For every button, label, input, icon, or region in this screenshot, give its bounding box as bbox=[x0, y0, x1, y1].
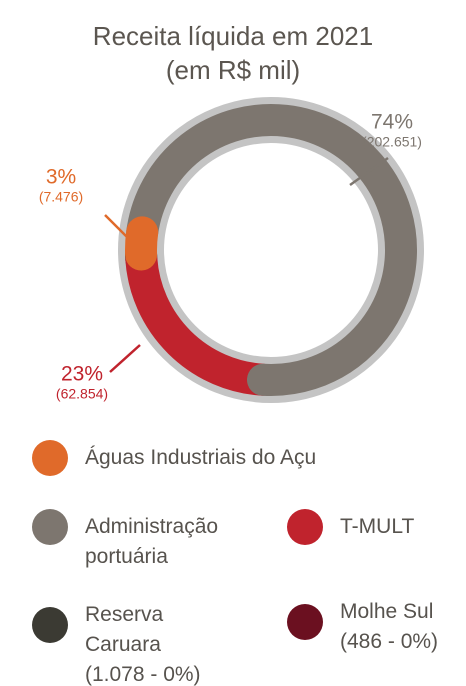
share-label: 74% bbox=[371, 111, 413, 134]
legend-swatch bbox=[287, 604, 323, 640]
value-label: (7.476) bbox=[39, 189, 83, 205]
donut-slice bbox=[125, 243, 279, 396]
leader-line bbox=[349, 156, 389, 187]
legend-label: Águas Industriais do Açu bbox=[85, 443, 465, 473]
legend-name: Reserva Caruara bbox=[85, 603, 164, 656]
legend-label: T-MULT bbox=[340, 512, 466, 542]
donut-slice bbox=[126, 104, 417, 396]
value-label: (202.651) bbox=[362, 134, 422, 150]
legend-label: Administração portuária bbox=[85, 512, 260, 572]
share-label: 3% bbox=[46, 166, 76, 189]
legend-label: Molhe Sul (486 - 0%) bbox=[340, 597, 466, 657]
legend-value: (486 - 0%) bbox=[340, 630, 439, 653]
value-label: (62.854) bbox=[56, 386, 108, 402]
legend-swatch bbox=[32, 607, 68, 643]
legend-swatch bbox=[32, 440, 68, 476]
legend-swatch bbox=[287, 509, 323, 545]
chart-title: Receita líquida em 2021 bbox=[93, 21, 373, 51]
share-label: 23% bbox=[61, 363, 103, 386]
leader-line bbox=[109, 344, 141, 373]
legend-value: (1.078 - 0%) bbox=[85, 663, 201, 686]
legend-name: Administração portuária bbox=[85, 515, 219, 568]
donut-slice bbox=[125, 216, 159, 271]
legend-name: T-MULT bbox=[340, 515, 415, 538]
legend-name: Molhe Sul bbox=[340, 600, 434, 623]
chart-subtitle: (em R$ mil) bbox=[166, 55, 300, 85]
legend-label: Reserva Caruara (1.078 - 0%) bbox=[85, 600, 225, 686]
legend-swatch bbox=[32, 509, 68, 545]
leader-line bbox=[104, 214, 129, 239]
legend-name: Águas Industriais do Açu bbox=[85, 446, 317, 469]
